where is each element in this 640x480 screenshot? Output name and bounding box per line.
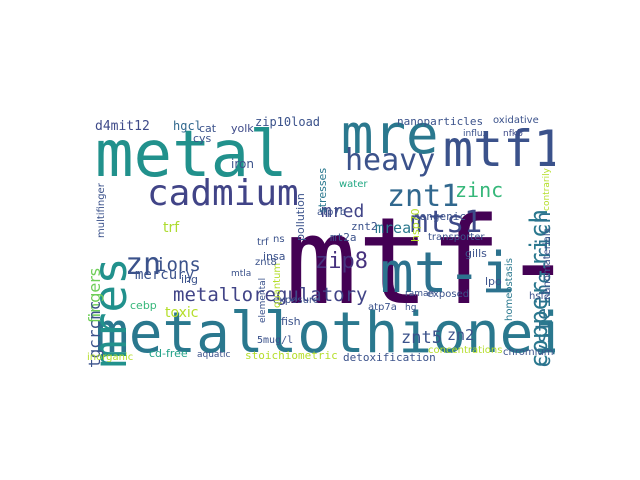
- word: raman: [405, 289, 435, 299]
- word: fish: [281, 315, 301, 328]
- word: zinc: [455, 178, 504, 202]
- word: mrea: [375, 219, 412, 237]
- word: transporter: [428, 232, 485, 243]
- word: ns: [273, 234, 285, 245]
- word: mtf1: [443, 120, 555, 178]
- word: exposure: [273, 295, 319, 306]
- word: mtla: [231, 269, 252, 279]
- word: mtf-1: [285, 193, 555, 332]
- word: pollution: [294, 193, 307, 241]
- word: multifinger: [96, 183, 107, 238]
- word: homeostasis: [504, 258, 515, 321]
- word: insa: [263, 250, 286, 263]
- word: inorganic: [87, 352, 134, 363]
- word: znt8: [255, 257, 277, 268]
- word: influx: [463, 129, 488, 139]
- word: zip8: [315, 249, 368, 274]
- word: quantum: [272, 262, 283, 308]
- word: trf: [257, 237, 269, 248]
- word: heavy: [345, 143, 436, 178]
- word: yolk: [231, 122, 254, 135]
- word: mt2a: [330, 231, 357, 244]
- word: lpo: [485, 275, 502, 288]
- word: ions: [155, 254, 201, 276]
- word: metalloregulatory: [173, 284, 368, 306]
- word: cadmium: [147, 173, 299, 214]
- word: d4mit12: [95, 119, 150, 134]
- word: cebp: [130, 299, 157, 312]
- word: nfkb: [503, 129, 523, 139]
- word: znt2: [351, 220, 378, 233]
- word: hsp70: [409, 208, 422, 242]
- word: atp7b: [317, 207, 347, 218]
- word: congenic: [413, 210, 466, 223]
- word: water: [339, 179, 368, 190]
- word: exposed: [427, 289, 470, 300]
- word: cys: [193, 132, 212, 145]
- word: aquatic: [197, 350, 231, 360]
- word: mre: [341, 108, 439, 166]
- word: atp7a: [368, 302, 397, 313]
- word: concentrations: [428, 345, 503, 356]
- word: cat: [199, 122, 217, 135]
- word: mred: [321, 201, 365, 222]
- word-cloud: mtf-1 metallothionein metal mre mtf1 mt-…: [85, 108, 555, 370]
- word: hg: [405, 303, 417, 313]
- word: nanomaterials: [542, 228, 553, 300]
- word: metal: [95, 118, 288, 192]
- word: zn: [125, 247, 162, 282]
- word: hgcl: [173, 119, 202, 133]
- word: mt-i: [380, 241, 515, 306]
- word: znt5: [401, 328, 442, 348]
- word: elemental: [258, 277, 268, 323]
- word: metallothionein: [95, 301, 555, 366]
- word: nanoparticles: [397, 115, 484, 128]
- word: detoxification: [343, 351, 436, 364]
- word: iron: [231, 157, 254, 171]
- word: hsf2: [529, 291, 551, 302]
- word: mercury: [135, 267, 195, 283]
- word: zn2: [447, 326, 475, 344]
- word: 5mug/l: [257, 335, 294, 346]
- word: oxidative: [493, 115, 539, 126]
- word: ihg: [181, 273, 199, 286]
- word: gills: [465, 247, 487, 260]
- word: trf: [163, 220, 180, 236]
- word: znt1: [387, 179, 460, 214]
- word: cd-free: [149, 347, 188, 360]
- word: contrarily: [542, 168, 552, 211]
- word: mts1: [410, 205, 483, 240]
- word: chromium: [503, 347, 554, 358]
- word: zip10load: [255, 115, 321, 129]
- word: toxic: [165, 305, 199, 321]
- word: stoichiometric: [245, 349, 338, 362]
